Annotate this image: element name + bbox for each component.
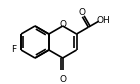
- Text: O: O: [59, 75, 66, 83]
- Text: OH: OH: [97, 16, 110, 25]
- Text: O: O: [78, 8, 85, 17]
- Text: O: O: [59, 20, 66, 29]
- Text: F: F: [12, 46, 17, 55]
